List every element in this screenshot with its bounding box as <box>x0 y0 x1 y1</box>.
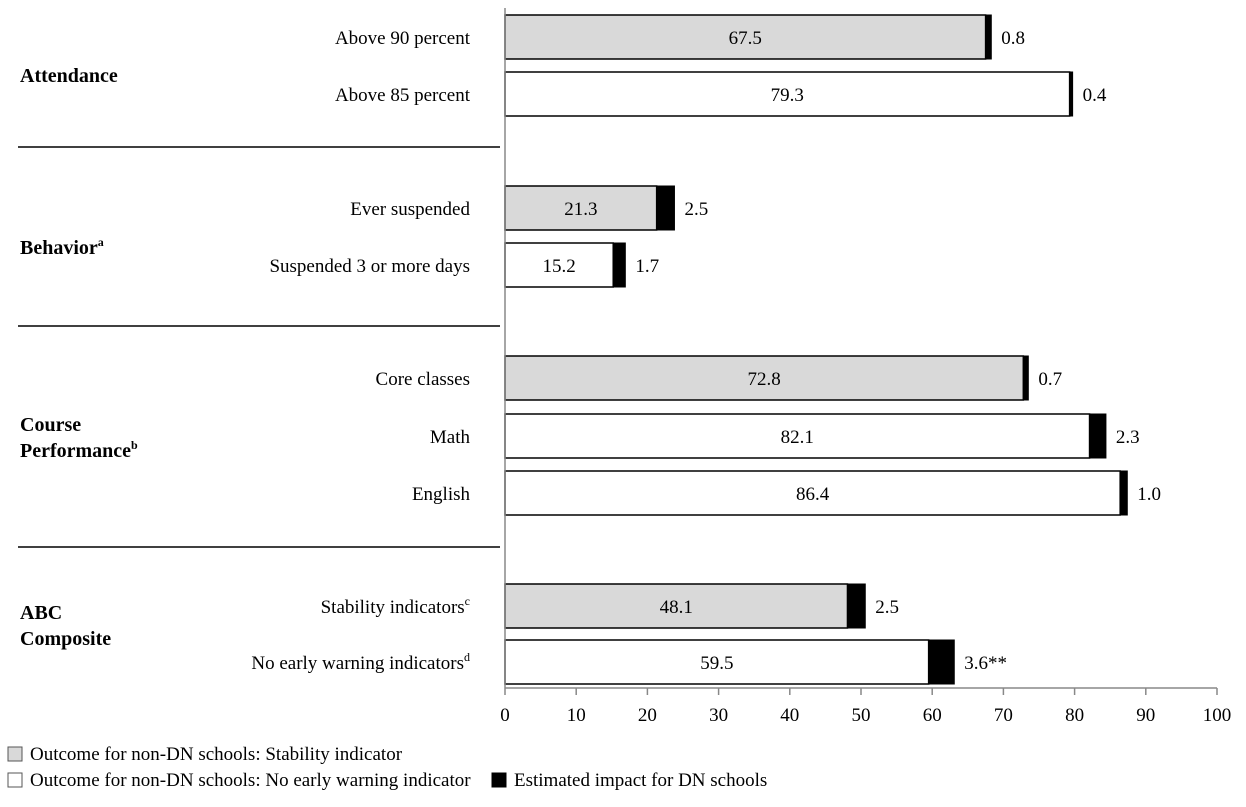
base-value-label: 21.3 <box>564 199 597 220</box>
x-tick-label: 60 <box>923 705 942 726</box>
category-label: Above 90 percent <box>335 28 471 49</box>
x-tick-label: 100 <box>1203 705 1232 726</box>
impact-bar <box>1022 355 1029 401</box>
base-value-label: 67.5 <box>729 28 762 49</box>
group-label: Course Performanceb <box>20 414 138 462</box>
x-tick-label: 0 <box>500 705 510 726</box>
impact-value-label: 3.6** <box>964 653 1007 674</box>
category-label: Math <box>430 427 471 448</box>
impact-bar <box>656 185 675 231</box>
base-bar <box>504 14 987 60</box>
impact-bar <box>612 242 626 288</box>
category-label: English <box>412 484 471 505</box>
base-value-label: 72.8 <box>748 369 781 390</box>
impact-value-label: 0.8 <box>1001 28 1025 49</box>
legend-swatch <box>491 772 507 788</box>
base-value-label: 86.4 <box>796 484 830 505</box>
legend-label: Outcome for non-DN schools: No early war… <box>30 770 471 791</box>
category-label: Above 85 percent <box>335 85 471 106</box>
impact-value-label: 2.5 <box>684 199 708 220</box>
base-bar <box>504 185 658 231</box>
x-tick-label: 30 <box>709 705 728 726</box>
impact-bar <box>928 639 955 685</box>
category-label: Ever suspended <box>350 199 470 220</box>
base-bar <box>504 413 1091 459</box>
legend-swatch <box>7 772 23 788</box>
base-value-label: 79.3 <box>771 85 804 106</box>
category-label: Stability indicatorsc <box>321 594 470 618</box>
base-value-label: 48.1 <box>660 597 693 618</box>
impact-value-label: 2.5 <box>875 597 899 618</box>
category-label: Core classes <box>376 369 470 390</box>
base-value-label: 82.1 <box>781 427 814 448</box>
x-tick-label: 90 <box>1136 705 1155 726</box>
x-tick-label: 20 <box>638 705 657 726</box>
x-tick-label: 40 <box>780 705 799 726</box>
impact-bar <box>985 14 992 60</box>
x-tick-label: 80 <box>1065 705 1084 726</box>
group-label: Attendance <box>20 65 118 87</box>
category-label: Suspended 3 or more days <box>269 256 470 277</box>
x-tick-label: 10 <box>567 705 586 726</box>
base-bar <box>504 242 614 288</box>
impact-value-label: 2.3 <box>1116 427 1140 448</box>
impact-bar <box>1069 71 1074 117</box>
base-bar <box>504 355 1025 401</box>
base-value-label: 15.2 <box>542 256 575 277</box>
base-bar <box>504 71 1071 117</box>
category-label: No early warning indicatorsd <box>251 650 470 674</box>
group-label: ABC Composite <box>20 602 111 650</box>
impact-bar <box>1119 470 1128 516</box>
impact-value-label: 1.0 <box>1137 484 1161 505</box>
impact-value-label: 0.4 <box>1083 85 1107 106</box>
impact-value-label: 1.7 <box>635 256 659 277</box>
legend-label: Outcome for non-DN schools: Stability in… <box>30 744 403 765</box>
impact-bar <box>846 583 866 629</box>
x-tick-label: 70 <box>994 705 1013 726</box>
legend-swatch <box>7 746 23 762</box>
impact-bar <box>1089 413 1107 459</box>
base-value-label: 59.5 <box>700 653 733 674</box>
x-tick-label: 50 <box>852 705 871 726</box>
legend-label: Estimated impact for DN schools <box>514 770 767 791</box>
group-label: Behaviora <box>20 235 104 259</box>
impact-value-label: 0.7 <box>1038 369 1062 390</box>
